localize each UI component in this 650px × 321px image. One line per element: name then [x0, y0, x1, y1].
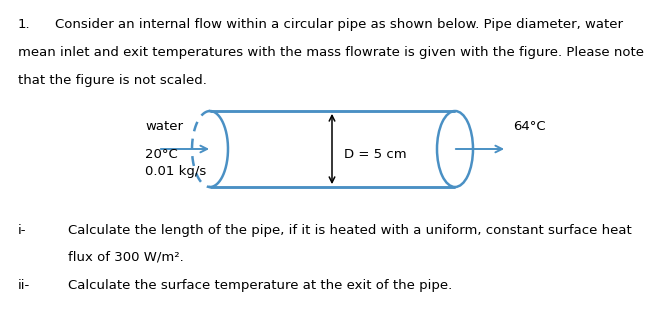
Text: 1.: 1.: [18, 18, 31, 31]
Text: that the figure is not scaled.: that the figure is not scaled.: [18, 74, 207, 87]
Text: 0.01 kg/s: 0.01 kg/s: [145, 164, 206, 178]
Text: water: water: [145, 120, 183, 134]
Text: 20°C: 20°C: [145, 148, 177, 160]
Text: Calculate the surface temperature at the exit of the pipe.: Calculate the surface temperature at the…: [68, 279, 452, 292]
Text: Consider an internal flow within a circular pipe as shown below. Pipe diameter, : Consider an internal flow within a circu…: [55, 18, 623, 31]
Text: i-: i-: [18, 224, 27, 237]
Bar: [192, 111, 455, 187]
Text: Calculate the length of the pipe, if it is heated with a uniform, constant surfa: Calculate the length of the pipe, if it …: [68, 224, 632, 237]
Text: ii-: ii-: [18, 279, 31, 292]
Text: flux of 300 W/m².: flux of 300 W/m².: [68, 251, 184, 264]
Text: D = 5 cm: D = 5 cm: [344, 148, 407, 160]
Text: 64°C: 64°C: [513, 120, 545, 134]
Text: mean inlet and exit temperatures with the mass flowrate is given with the figure: mean inlet and exit temperatures with th…: [18, 46, 644, 59]
